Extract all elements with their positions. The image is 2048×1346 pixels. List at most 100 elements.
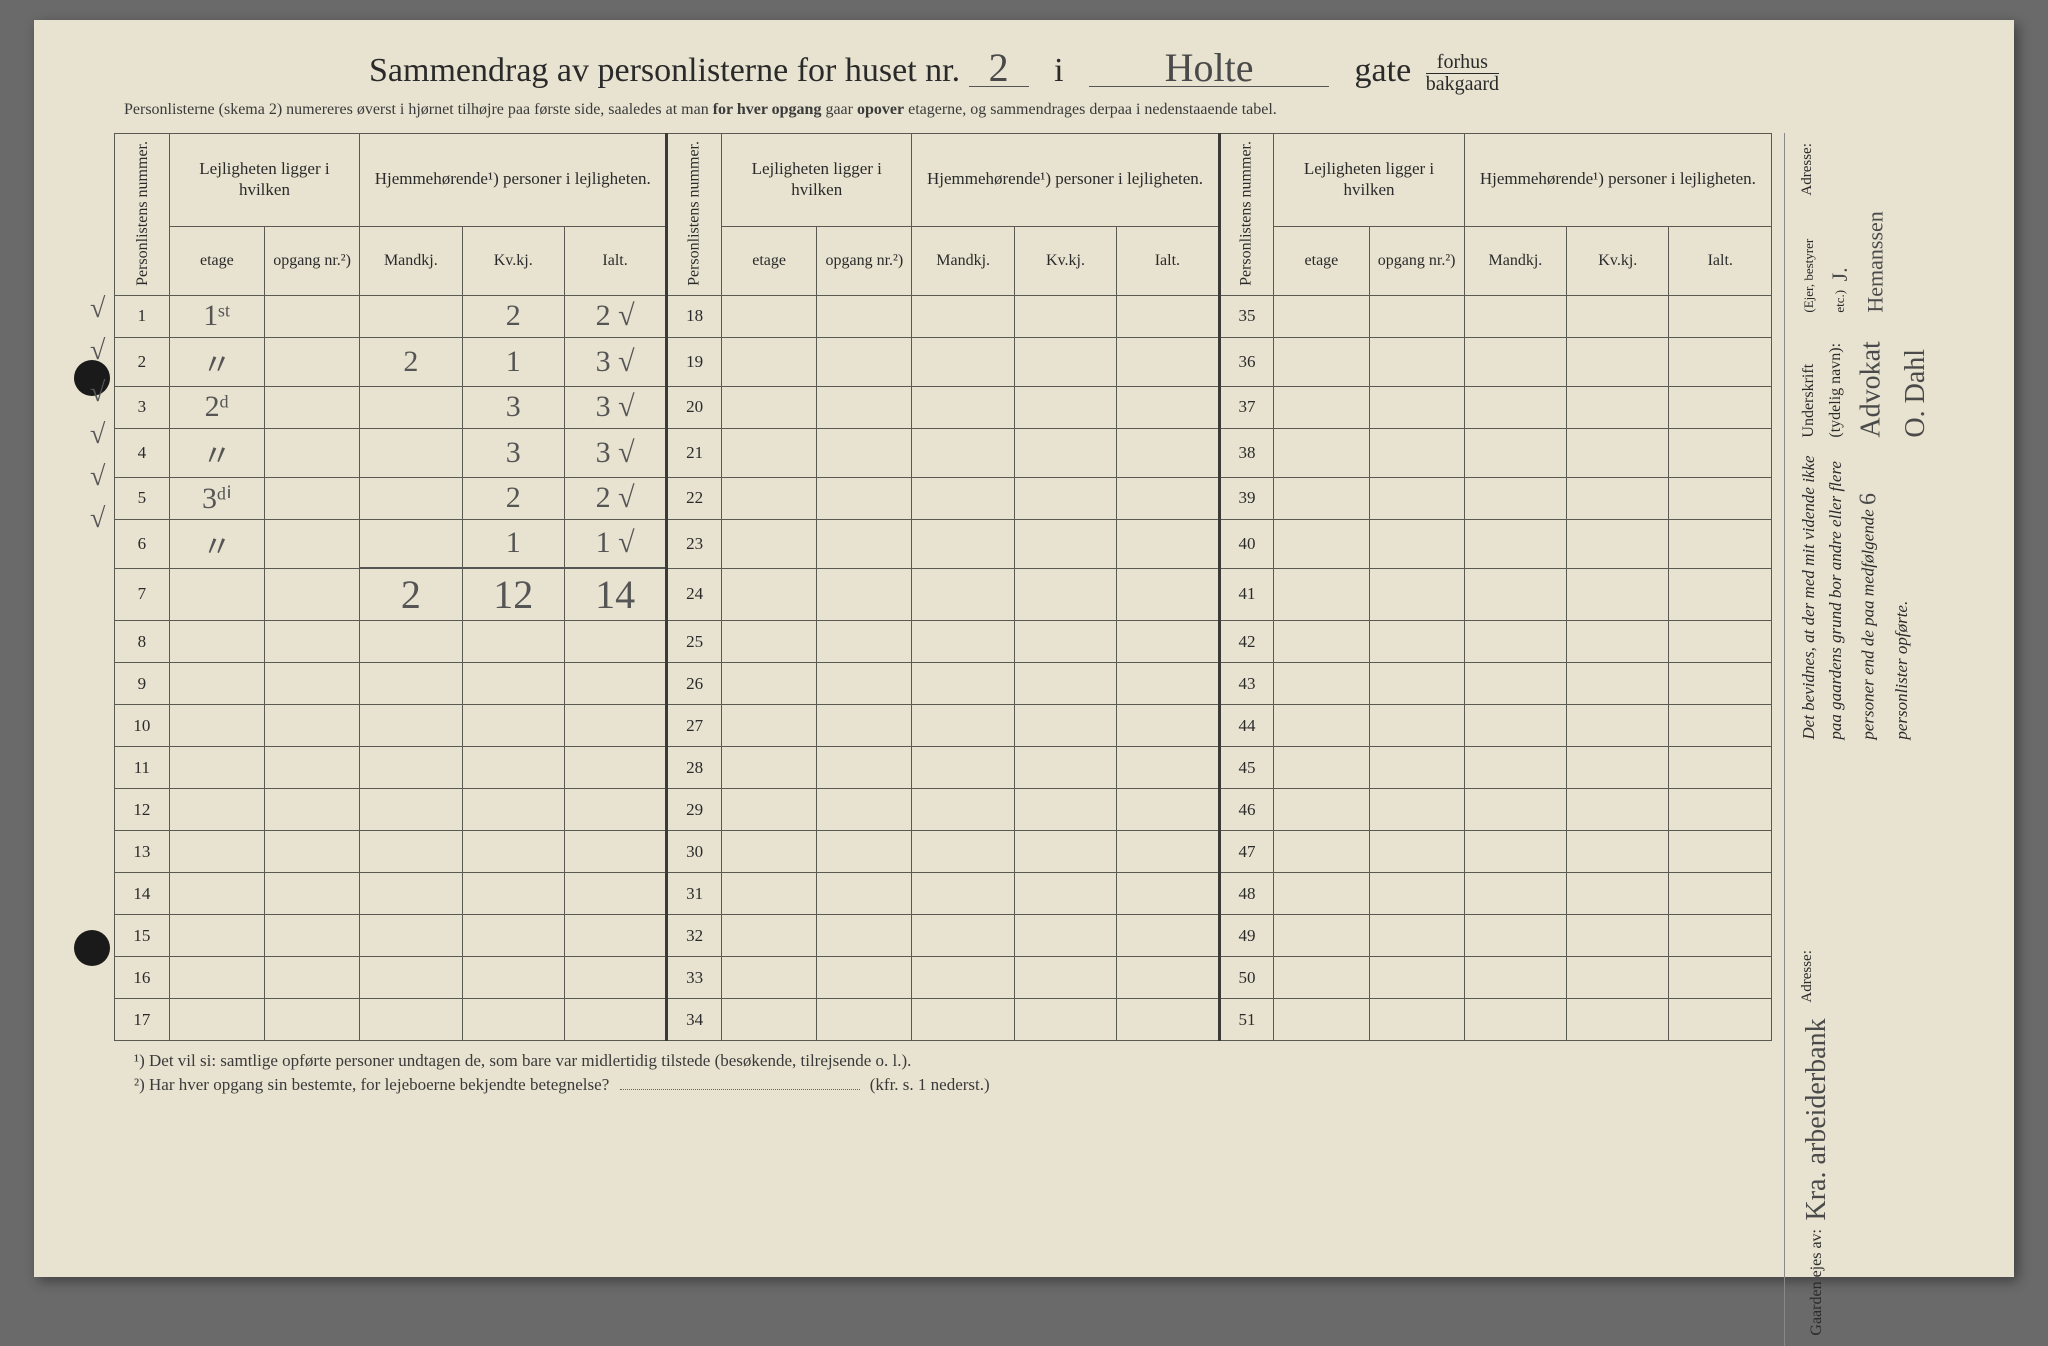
table-cell: [264, 957, 359, 999]
table-cell: [817, 568, 912, 621]
col-hjemmehorende: Hjemmehørende¹) personer i lejligheten.: [1464, 133, 1771, 226]
table-cell: [360, 747, 462, 789]
col-mandkj: Mandkj.: [1464, 226, 1566, 295]
table-row: 173451: [115, 999, 1772, 1041]
table-cell: [1669, 705, 1772, 747]
table-cell: [264, 999, 359, 1041]
table-row: 7212142441: [115, 568, 1772, 621]
table-cell: 25: [667, 621, 722, 663]
table-row: 82542: [115, 621, 1772, 663]
col-etage: etage: [1274, 226, 1369, 295]
table-cell: [264, 663, 359, 705]
table-cell: [264, 705, 359, 747]
table-cell: [1567, 337, 1669, 386]
table-cell: [1274, 747, 1369, 789]
signature-role: (Ejer, bestyrer etc.) J. Hemanssen: [1795, 211, 1893, 312]
table-cell: [264, 789, 359, 831]
table-cell: [1464, 337, 1566, 386]
table-cell: [1669, 915, 1772, 957]
table-cell: 4: [115, 428, 170, 477]
table-cell: [1369, 789, 1464, 831]
table-cell: [1567, 789, 1669, 831]
table-cell: [169, 705, 264, 747]
table-cell: [1014, 957, 1116, 999]
col-opgang: opgang nr.²): [264, 226, 359, 295]
table-cell: [360, 663, 462, 705]
table-cell: [564, 663, 666, 705]
table-cell: 17: [115, 999, 170, 1041]
table-cell: 3 √: [564, 386, 666, 428]
table-cell: [1464, 789, 1566, 831]
title-prefix: Sammendrag av personlisterne for huset n…: [369, 52, 960, 89]
table-cell: [1117, 568, 1219, 621]
table-cell: 16: [115, 957, 170, 999]
table-cell: [817, 337, 912, 386]
table-cell: [564, 957, 666, 999]
signature: Advokat O. Dahl: [1855, 341, 1931, 437]
table-cell: [1274, 621, 1369, 663]
table-row: 143148: [115, 873, 1772, 915]
table-cell: 20: [667, 386, 722, 428]
table-cell: 31: [667, 873, 722, 915]
table-row: 102744: [115, 705, 1772, 747]
table-cell: [264, 519, 359, 568]
table-cell: [169, 873, 264, 915]
table-cell: 49: [1219, 915, 1274, 957]
table-cell: [1464, 386, 1566, 428]
table-cell: 3: [462, 428, 564, 477]
table-cell: [1369, 386, 1464, 428]
table-row: 122946: [115, 789, 1772, 831]
table-row: 4〃33 √2138: [115, 428, 1772, 477]
table-cell: [264, 873, 359, 915]
table-body: 11ˢᵗ22 √18352〃213 √193632ᵈ33 √20374〃33 √…: [115, 295, 1772, 1041]
table-cell: [722, 831, 817, 873]
house-number-field: 2: [969, 50, 1029, 87]
table-cell: [722, 705, 817, 747]
table-cell: 3ᵈⁱ: [169, 477, 264, 519]
table-cell: [817, 957, 912, 999]
table-cell: [912, 957, 1014, 999]
table-cell: 42: [1219, 621, 1274, 663]
table-cell: [722, 747, 817, 789]
table-cell: [912, 663, 1014, 705]
table-cell: [1567, 915, 1669, 957]
table-cell: [1567, 568, 1669, 621]
table-cell: [1117, 295, 1219, 337]
table-cell: [1567, 831, 1669, 873]
table-cell: [264, 428, 359, 477]
table-cell: [1669, 957, 1772, 999]
table-cell: [1669, 428, 1772, 477]
table-cell: [1369, 663, 1464, 705]
table-cell: 41: [1219, 568, 1274, 621]
table-cell: [1369, 337, 1464, 386]
table-cell: [1464, 873, 1566, 915]
table-cell: [912, 789, 1014, 831]
table-cell: [1274, 519, 1369, 568]
table-cell: [564, 999, 666, 1041]
table-cell: [462, 789, 564, 831]
table-cell: [1669, 663, 1772, 705]
table-cell: [1669, 386, 1772, 428]
col-lejligheten: Lejligheten ligger i hvilken: [1274, 133, 1464, 226]
street-name-field: Holte: [1089, 50, 1329, 87]
table-cell: 1: [462, 519, 564, 568]
table-row: 153249: [115, 915, 1772, 957]
table-cell: [1117, 789, 1219, 831]
table-cell: [1567, 386, 1669, 428]
table-cell: [1464, 428, 1566, 477]
table-cell: [1014, 999, 1116, 1041]
table-cell: [169, 663, 264, 705]
table-cell: [817, 831, 912, 873]
table-cell: [912, 337, 1014, 386]
table-cell: [722, 789, 817, 831]
table-cell: 44: [1219, 705, 1274, 747]
table-cell: [1669, 477, 1772, 519]
table-cell: 47: [1219, 831, 1274, 873]
table-cell: [1464, 477, 1566, 519]
table-cell: 〃: [169, 519, 264, 568]
table-cell: [1464, 957, 1566, 999]
table-cell: [912, 428, 1014, 477]
signature-line: Underskrift (tydelig navn): Advokat O. D…: [1795, 325, 1939, 438]
table-cell: [1117, 915, 1219, 957]
table-cell: [1274, 999, 1369, 1041]
